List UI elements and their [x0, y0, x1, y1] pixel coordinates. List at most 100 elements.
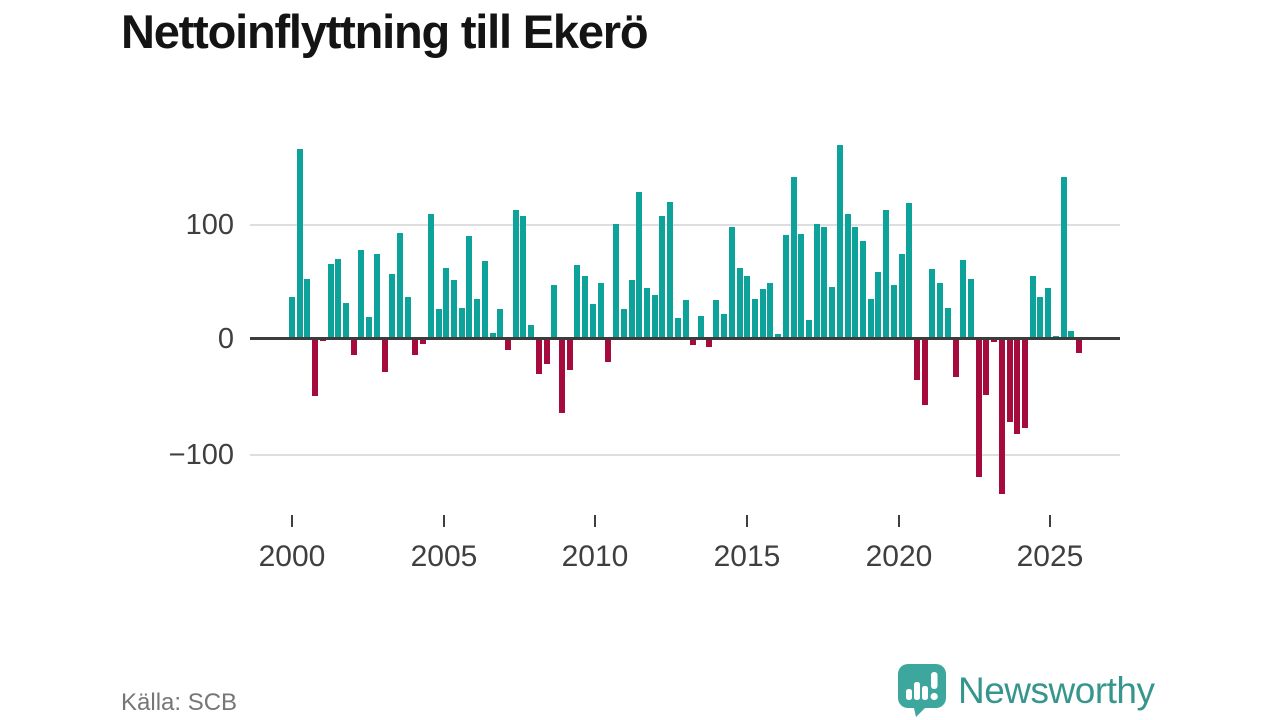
- bar-q64: [782, 235, 789, 339]
- bar-q63: [775, 334, 782, 339]
- bar-q59: [744, 276, 751, 339]
- bar-q58: [736, 268, 743, 339]
- bar-q37: [574, 264, 581, 339]
- bar-q54: [705, 339, 712, 347]
- bar-q7: [343, 302, 349, 339]
- x-tick-2000: [291, 515, 293, 527]
- bar-q9: [358, 250, 365, 339]
- bar-q25: [481, 261, 488, 339]
- bar-q73: [852, 227, 859, 339]
- bar-q72: [844, 213, 851, 339]
- bar-q3: [312, 339, 319, 396]
- bar-q46: [643, 287, 650, 339]
- bar-q42: [613, 223, 620, 339]
- y-tick-label-100: 100: [185, 209, 234, 241]
- bar-q23: [466, 236, 473, 339]
- bar-q16: [412, 339, 419, 355]
- bar-q51: [682, 300, 689, 339]
- bar-q50: [674, 318, 681, 339]
- bar-q74: [859, 240, 866, 339]
- source-label: Källa: SCB: [121, 689, 238, 716]
- newsworthy-chart-bubble-icon: [898, 664, 946, 717]
- bar-q65: [790, 177, 797, 339]
- y-tick-label-0: 0: [217, 323, 234, 355]
- x-tick-label-2000: 2000: [258, 540, 326, 573]
- bar-q29: [512, 210, 519, 339]
- bar-q21: [451, 279, 458, 339]
- bar-q49: [667, 202, 674, 339]
- bar-q85: [944, 308, 951, 339]
- bar-q39: [589, 303, 596, 339]
- bar-q10: [366, 317, 373, 339]
- bar-q40: [597, 283, 604, 339]
- bar-q55: [713, 300, 720, 339]
- bar-q90: [983, 339, 990, 395]
- x-tick-label-2010: 2010: [561, 540, 629, 573]
- bar-q52: [690, 339, 697, 345]
- x-tick-2005: [443, 515, 445, 527]
- bar-q95: [1022, 339, 1029, 428]
- bar-q94: [1014, 339, 1021, 434]
- bar-q81: [913, 339, 920, 381]
- bar-q14: [397, 232, 404, 339]
- bar-q60: [751, 299, 758, 339]
- bar-q30: [520, 215, 527, 339]
- bar-q84: [937, 283, 944, 339]
- bar-q91: [991, 339, 998, 343]
- bar-q102: [1076, 339, 1083, 353]
- bar-q57: [728, 227, 735, 339]
- bar-q17: [420, 339, 427, 344]
- bar-q71: [836, 145, 843, 339]
- bar-q18: [427, 213, 434, 339]
- bar-q41: [605, 339, 612, 362]
- x-tick-2010: [594, 515, 596, 527]
- bar-q24: [474, 299, 481, 339]
- bar-q79: [898, 253, 905, 339]
- bar-q69: [821, 227, 828, 339]
- bar-q82: [921, 339, 928, 406]
- newsworthy-wordmark: Newsworthy: [958, 669, 1155, 711]
- bar-q45: [636, 191, 643, 339]
- bar-q13: [389, 274, 396, 339]
- bar-q26: [489, 333, 496, 339]
- bar-q61: [759, 288, 766, 339]
- bar-q48: [659, 215, 666, 339]
- bar-q22: [458, 308, 465, 339]
- x-tick-2015: [746, 515, 748, 527]
- x-tick-label-2020: 2020: [865, 540, 933, 573]
- x-tick-label-2005: 2005: [410, 540, 478, 573]
- bar-q93: [1006, 339, 1013, 423]
- bar-q28: [505, 339, 512, 351]
- bar-q11: [373, 253, 380, 339]
- bar-q89: [975, 339, 982, 477]
- bar-q53: [697, 316, 704, 339]
- bar-q100: [1060, 177, 1067, 339]
- bar-q38: [582, 276, 589, 339]
- bar-q0: [289, 296, 295, 339]
- gridline-minus-100: [250, 454, 1120, 456]
- bar-q75: [867, 299, 874, 339]
- bar-q87: [960, 260, 967, 339]
- bar-q19: [435, 309, 442, 339]
- bar-q88: [968, 278, 974, 339]
- bar-q96: [1029, 276, 1036, 339]
- bar-q12: [381, 339, 388, 373]
- bar-q34: [551, 285, 558, 339]
- bar-q80: [906, 203, 913, 339]
- bar-q32: [535, 339, 542, 375]
- x-tick-2020: [898, 515, 900, 527]
- bar-q83: [929, 269, 936, 339]
- bar-q98: [1045, 287, 1052, 339]
- bar-q66: [798, 234, 805, 339]
- bar-q4: [319, 339, 326, 342]
- x-tick-label-2025: 2025: [1016, 540, 1084, 573]
- bar-q44: [628, 279, 635, 339]
- bar-q8: [350, 339, 357, 355]
- bar-q47: [651, 294, 658, 339]
- y-tick-label-minus-100: −100: [168, 439, 234, 471]
- bar-q101: [1068, 331, 1075, 339]
- bar-q97: [1037, 296, 1044, 339]
- chart-title: Nettoinflyttning till Ekerö: [121, 5, 649, 58]
- bar-q33: [543, 339, 550, 365]
- bar-q6: [335, 259, 342, 339]
